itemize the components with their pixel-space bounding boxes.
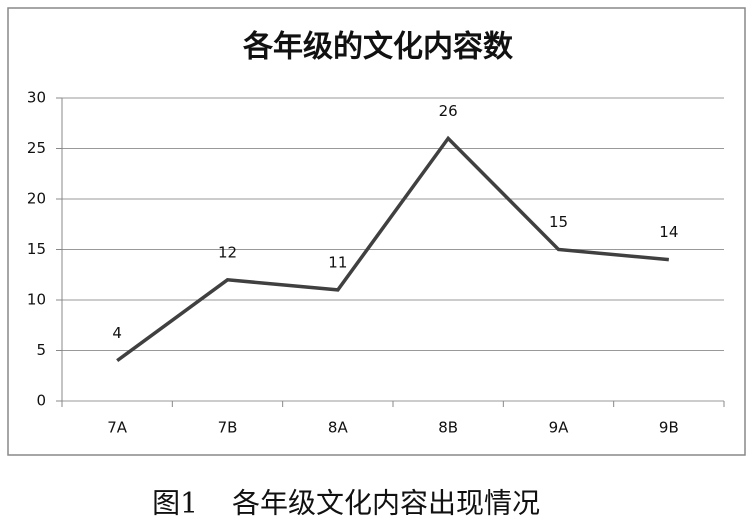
- data-label: 4: [112, 324, 122, 342]
- x-tick-label: 7A: [107, 419, 128, 437]
- y-tick-label: 0: [36, 392, 46, 410]
- y-tick-label: 5: [36, 341, 46, 359]
- chart-frame: [7, 7, 746, 456]
- data-label: 15: [549, 213, 568, 231]
- data-line: [116, 135, 669, 363]
- y-tick-label: 15: [27, 240, 46, 258]
- x-tick-label: 8B: [438, 419, 458, 437]
- chart-title: 各年级的文化内容数: [242, 30, 514, 65]
- x-tick-label: 9B: [659, 419, 679, 437]
- figure-caption: 各年级文化内容出现情况: [232, 487, 540, 520]
- y-tick-label: 10: [27, 291, 46, 309]
- data-label: 26: [439, 102, 458, 120]
- data-label: 14: [659, 223, 678, 241]
- x-tick-label: 7B: [218, 419, 238, 437]
- x-tick-label: 9A: [549, 419, 570, 437]
- data-label: 12: [218, 243, 237, 261]
- y-tick-label: 20: [27, 190, 46, 208]
- x-tick-label: 8A: [328, 419, 349, 437]
- y-tick-label: 30: [27, 89, 46, 107]
- y-tick-label: 25: [27, 139, 46, 157]
- figure-label: 图1: [152, 487, 198, 520]
- data-label: 11: [328, 253, 347, 271]
